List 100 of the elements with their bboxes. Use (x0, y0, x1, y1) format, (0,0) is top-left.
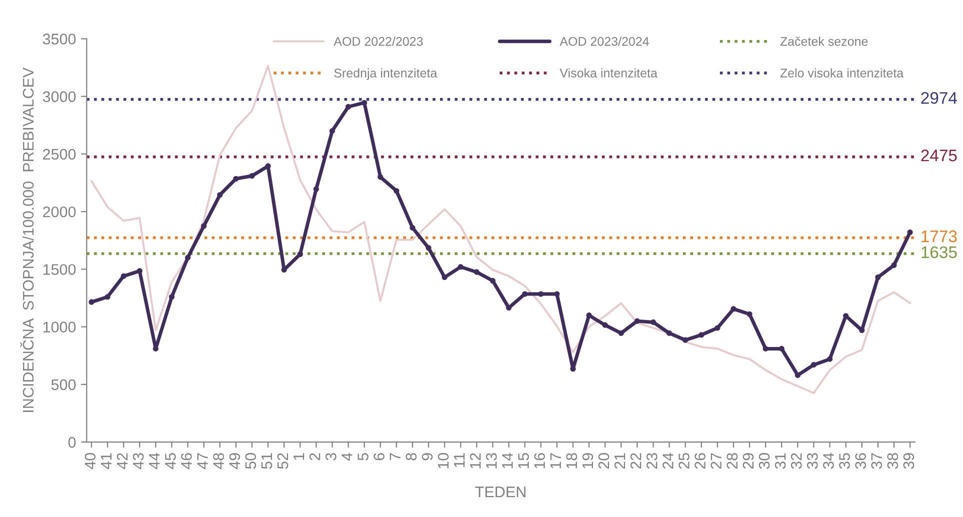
x-tick-label: 13 (486, 453, 497, 468)
point (329, 128, 336, 134)
x-tick-label: 51 (261, 453, 272, 469)
text: 1635 (922, 246, 957, 258)
x-tick-label: 52 (277, 453, 288, 469)
x-tick-label: 43 (132, 453, 144, 470)
x-tick-label: 27 (710, 453, 722, 469)
x-tick-label: 2 (309, 453, 320, 460)
point (666, 330, 672, 336)
point (730, 306, 736, 312)
x-tick-label: 23 (646, 453, 658, 469)
x-tick-label: 34 (823, 452, 834, 469)
point (650, 319, 656, 325)
x-tick-label: 46 (181, 453, 192, 470)
point (698, 332, 704, 338)
x-tick-label: 50 (245, 453, 256, 469)
point (682, 337, 688, 343)
point (538, 291, 544, 297)
point (827, 356, 833, 362)
point (217, 192, 223, 198)
point (313, 186, 319, 192)
x-tick-label: 11 (454, 453, 465, 468)
x-tick-label: 37 (871, 453, 882, 469)
x-tick-label: 18 (566, 453, 578, 468)
x-tick-label: 21 (614, 453, 626, 469)
x-tick-label: 6 (374, 453, 384, 460)
x-tick-label: 36 (855, 453, 866, 469)
x-tick-label: 42 (116, 453, 128, 470)
x-tick-label: 12 (470, 453, 481, 468)
x-tick-label: 41 (100, 453, 112, 470)
point (201, 223, 207, 229)
point (297, 251, 303, 258)
x-tick-label: 39 (903, 453, 914, 469)
point (810, 362, 817, 368)
x-axis-title: TEDEN (475, 486, 526, 498)
point (522, 291, 528, 297)
x-tick-label: 7 (390, 453, 400, 460)
legend-label: AOD 2023/2024 (560, 36, 649, 46)
x-tick-label: 35 (839, 453, 850, 469)
y-axis-title: INCIDENČNA STOPNJA/100.000 PREBIVALCEV (20, 68, 34, 412)
point (762, 346, 768, 352)
x-tick-label: 31 (774, 453, 786, 469)
point (104, 294, 110, 300)
point (794, 372, 800, 378)
y-tick-label: 1000 (43, 322, 76, 333)
point (346, 104, 352, 110)
point (891, 262, 897, 268)
point (618, 330, 624, 336)
y-tick-label: 1500 (43, 264, 76, 275)
x-tick-label: 9 (422, 453, 433, 460)
text: 1773 (922, 230, 957, 242)
point (490, 278, 496, 284)
legend-label: Začetek sezone (780, 36, 868, 46)
y-tick-label: 500 (51, 379, 76, 390)
point (410, 224, 416, 231)
x-tick-label: 16 (534, 453, 545, 468)
point (602, 322, 608, 328)
x-tick-label: 4 (342, 452, 352, 461)
point (426, 245, 432, 251)
x-tick-label: 40 (84, 453, 96, 470)
point (634, 318, 640, 324)
y-tick-label: 0 (68, 436, 76, 448)
x-tick-label: 45 (165, 453, 176, 470)
x-tick-label: 19 (582, 453, 594, 468)
y-tick-label: 3500 (42, 34, 76, 44)
point (506, 305, 512, 311)
x-tick-label: 22 (630, 453, 642, 469)
point (378, 174, 384, 180)
point (442, 274, 448, 280)
x-tick-label: 15 (518, 453, 529, 468)
x-tick-label: 26 (694, 453, 706, 469)
point (746, 311, 752, 317)
x-tick-label: 32 (790, 453, 802, 469)
x-tick-label: 48 (213, 453, 224, 470)
x-tick-label: 10 (438, 453, 449, 468)
point (168, 294, 175, 300)
point (362, 100, 368, 106)
x-tick-label: 3 (326, 453, 336, 460)
text: 2475 (921, 150, 957, 162)
x-tick-label: 30 (758, 453, 770, 469)
x-tick-label: 29 (742, 453, 754, 469)
x-tick-label: 17 (550, 453, 561, 468)
x-tick-label: 14 (502, 452, 513, 468)
point (88, 299, 94, 305)
point (554, 291, 560, 297)
x-tick-label: 20 (598, 453, 610, 469)
x-tick-label: 47 (197, 453, 208, 470)
legend-label: Zelo visoka intenziteta (780, 68, 904, 78)
x-tick-label: 1 (294, 453, 304, 460)
x-tick-label: 28 (726, 453, 738, 469)
point (907, 230, 913, 236)
legend-label: Visoka intenziteta (560, 68, 658, 78)
point (394, 188, 400, 194)
point (136, 268, 142, 274)
legend-label: Srednja intenziteta (334, 68, 438, 80)
line-series (90, 64, 912, 394)
x-tick-label: 8 (406, 453, 417, 460)
x-tick-label: 44 (149, 452, 160, 470)
x-tick-label: 25 (678, 453, 690, 469)
point (714, 325, 720, 331)
